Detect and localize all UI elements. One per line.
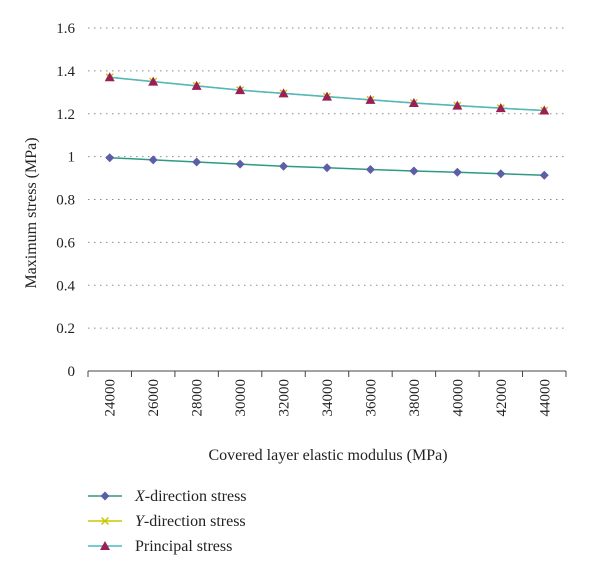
- data-point: [278, 88, 289, 98]
- legend-label-text: -direction stress: [144, 513, 246, 530]
- legend-label-text: Principal stress: [135, 538, 232, 555]
- x-tick-label: 44000: [537, 379, 553, 417]
- data-point: [191, 80, 202, 90]
- data-point: [322, 163, 332, 173]
- x-tick-labels: 24000 26000 28000 30000 32000 34000 36000 38000…: [103, 379, 554, 417]
- x-tick-label: 38000: [407, 379, 423, 417]
- y-tick-label: 1: [68, 150, 76, 166]
- legend-item: Principal stress: [88, 538, 232, 555]
- x-tick-label: 42000: [494, 379, 510, 417]
- x-tick-label: 36000: [363, 379, 379, 417]
- series-0: [105, 153, 549, 180]
- data-point: [452, 100, 463, 110]
- data-point: [409, 166, 419, 176]
- data-point: [408, 98, 419, 108]
- data-point: [105, 153, 115, 163]
- x-tick-label: 34000: [320, 379, 336, 417]
- data-point: [452, 167, 462, 177]
- data-point: [148, 155, 158, 165]
- x-axis-title: Covered layer elastic modulus (MPa): [208, 447, 447, 464]
- y-tick-label: 0: [68, 364, 76, 380]
- y-tick-label: 1.2: [56, 107, 75, 123]
- x-tick-label: 24000: [103, 379, 119, 417]
- grid-lines: [88, 27, 566, 329]
- legend-marker: [100, 541, 110, 550]
- y-tick-label: 0.8: [56, 193, 75, 209]
- data-point: [104, 72, 115, 82]
- x-tick-label: 28000: [190, 379, 206, 417]
- x-tick-label: 26000: [146, 379, 162, 417]
- y-tick-label: 0.4: [56, 278, 75, 294]
- data-point: [365, 94, 376, 104]
- data-point: [148, 76, 159, 86]
- series-2: [104, 72, 550, 115]
- data-point: [192, 157, 202, 167]
- legend-label: X-direction stress: [134, 488, 247, 505]
- x-tick-label: 40000: [450, 379, 466, 417]
- data-point: [539, 170, 549, 180]
- y-tick-label: 0.2: [56, 321, 75, 337]
- data-point: [235, 85, 246, 95]
- data-point: [495, 103, 506, 113]
- x-tick-label: 30000: [233, 379, 249, 417]
- data-point: [322, 91, 332, 101]
- legend-label: Y-direction stress: [135, 513, 246, 530]
- legend-marker: [100, 491, 110, 501]
- legend-item: X-direction stress: [88, 488, 247, 505]
- legend-label-text: -direction stress: [145, 488, 247, 505]
- legend-label-variable: Y: [135, 513, 146, 530]
- y-tick-label: 1.6: [56, 21, 75, 37]
- data-point: [539, 105, 550, 115]
- axes: [87, 370, 567, 377]
- series-group: [104, 72, 550, 180]
- y-tick-label: 1.4: [56, 64, 75, 80]
- y-tick-label: 0.6: [56, 235, 75, 251]
- data-point: [235, 159, 245, 169]
- legend-label: Principal stress: [135, 538, 232, 555]
- data-point: [279, 161, 289, 171]
- data-point: [496, 169, 506, 179]
- y-axis-title: Maximum stress (MPa): [23, 137, 40, 288]
- x-tick-label: 32000: [277, 379, 293, 417]
- y-tick-labels: 0 0.2 0.4 0.6 0.8 1 1.2 1.4 1.6: [56, 21, 75, 380]
- data-point: [365, 164, 375, 174]
- legend-marker: [100, 516, 110, 526]
- legend-label-variable: X: [134, 488, 146, 505]
- legend-item: Y-direction stress: [88, 513, 246, 530]
